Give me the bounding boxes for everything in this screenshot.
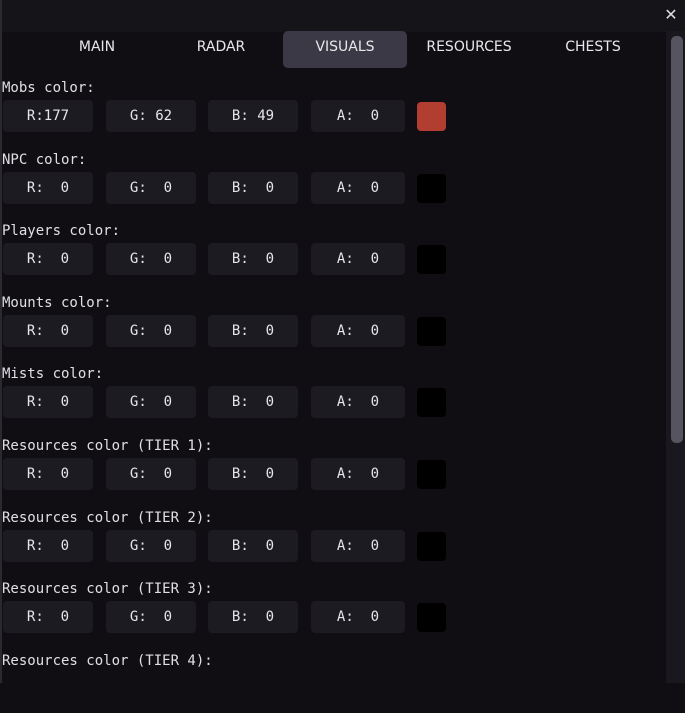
section-label: Resources color (TIER 4): — [2, 652, 213, 669]
tab-resources[interactable]: RESOURCES — [426, 39, 512, 55]
color-swatch[interactable] — [417, 388, 446, 418]
color-swatch[interactable] — [417, 531, 446, 561]
color-swatch[interactable] — [417, 245, 446, 275]
a-channel-input[interactable]: A: 0 — [311, 386, 405, 419]
close-icon[interactable]: ✕ — [664, 5, 678, 24]
tab-main[interactable]: MAIN — [78, 39, 116, 55]
r-channel-input[interactable]: R: 0 — [3, 171, 93, 204]
a-channel-input[interactable]: A: 0 — [311, 529, 405, 562]
r-channel-input[interactable]: R: 0 — [3, 529, 93, 562]
r-channel-input[interactable]: R: 0 — [3, 458, 93, 490]
b-channel-input[interactable]: B: 0 — [208, 171, 298, 204]
a-channel-input[interactable]: A: 0 — [311, 243, 405, 276]
b-channel-input[interactable]: B: 0 — [208, 243, 298, 276]
r-channel-input[interactable]: R: 0 — [3, 243, 93, 276]
color-swatch[interactable] — [417, 173, 446, 203]
g-channel-input[interactable]: G: 62 — [106, 100, 196, 132]
section-label: Resources color (TIER 2): — [2, 509, 213, 526]
color-setting-section: Resources color (TIER 3): R: 0 G: 0 B: 0 A: … — [0, 581, 666, 641]
g-channel-input[interactable]: G: 0 — [106, 458, 196, 490]
color-swatch[interactable] — [417, 460, 446, 489]
color-setting-section: Resources color (TIER 2): R: 0 G: 0 B: 0 A: … — [0, 510, 666, 570]
tab-chests[interactable]: CHESTS — [565, 39, 621, 55]
section-label: Resources color (TIER 1): — [2, 438, 213, 454]
color-setting-section: Resources color (TIER 1): R: 0 G: 0 B: 0 A: … — [0, 438, 666, 498]
tab-bar: MAIN RADAR VISUALS RESOURCES CHESTS — [0, 31, 666, 68]
title-bar — [0, 0, 685, 32]
section-label: Mounts color: — [2, 294, 112, 311]
tab-radar[interactable]: RADAR — [196, 39, 246, 55]
g-channel-input[interactable]: G: 0 — [106, 529, 196, 562]
color-setting-section: NPC color: R: 0 G: 0 B: 0 A: 0 — [0, 152, 666, 212]
g-channel-input[interactable]: G: 0 — [106, 243, 196, 276]
section-label: NPC color: — [2, 151, 87, 168]
b-channel-input[interactable]: B: 0 — [208, 601, 298, 634]
scrollbar-thumb[interactable] — [671, 36, 683, 443]
r-channel-input[interactable]: R: 0 — [3, 601, 93, 634]
b-channel-input[interactable]: B: 0 — [208, 458, 298, 490]
b-channel-input[interactable]: B: 0 — [208, 386, 298, 419]
a-channel-input[interactable]: A: 0 — [311, 601, 405, 634]
color-setting-section: Mobs color: R:177 G: 62 B: 49 A: 0 — [0, 80, 666, 140]
color-swatch[interactable] — [417, 316, 446, 346]
color-swatch[interactable] — [417, 603, 446, 633]
a-channel-input[interactable]: A: 0 — [311, 100, 405, 132]
section-label: Mists color: — [2, 366, 104, 383]
color-swatch[interactable] — [417, 102, 446, 131]
r-channel-input[interactable]: R: 0 — [3, 386, 93, 419]
a-channel-input[interactable]: A: 0 — [311, 314, 405, 347]
r-channel-input[interactable]: R: 0 — [3, 314, 93, 347]
g-channel-input[interactable]: G: 0 — [106, 171, 196, 204]
g-channel-input[interactable]: G: 0 — [106, 314, 196, 347]
b-channel-input[interactable]: B: 0 — [208, 529, 298, 562]
section-label: Players color: — [2, 223, 121, 240]
color-setting-section: Mists color: R: 0 G: 0 B: 0 A: 0 — [0, 366, 666, 426]
section-label: Resources color (TIER 3): — [2, 581, 213, 598]
color-setting-section: Resources color (TIER 4): — [0, 653, 666, 713]
section-label: Mobs color: — [2, 80, 95, 96]
b-channel-input[interactable]: B: 49 — [208, 100, 298, 132]
color-setting-section: Players color: R: 0 G: 0 B: 0 A: 0 — [0, 223, 666, 283]
a-channel-input[interactable]: A: 0 — [311, 171, 405, 204]
r-channel-input[interactable]: R:177 — [3, 100, 93, 132]
b-channel-input[interactable]: B: 0 — [208, 314, 298, 347]
a-channel-input[interactable]: A: 0 — [311, 458, 405, 490]
window-border — [0, 0, 2, 683]
color-setting-section: Mounts color: R: 0 G: 0 B: 0 A: 0 — [0, 295, 666, 355]
g-channel-input[interactable]: G: 0 — [106, 601, 196, 634]
g-channel-input[interactable]: G: 0 — [106, 386, 196, 419]
tab-visuals[interactable]: VISUALS — [283, 31, 407, 68]
